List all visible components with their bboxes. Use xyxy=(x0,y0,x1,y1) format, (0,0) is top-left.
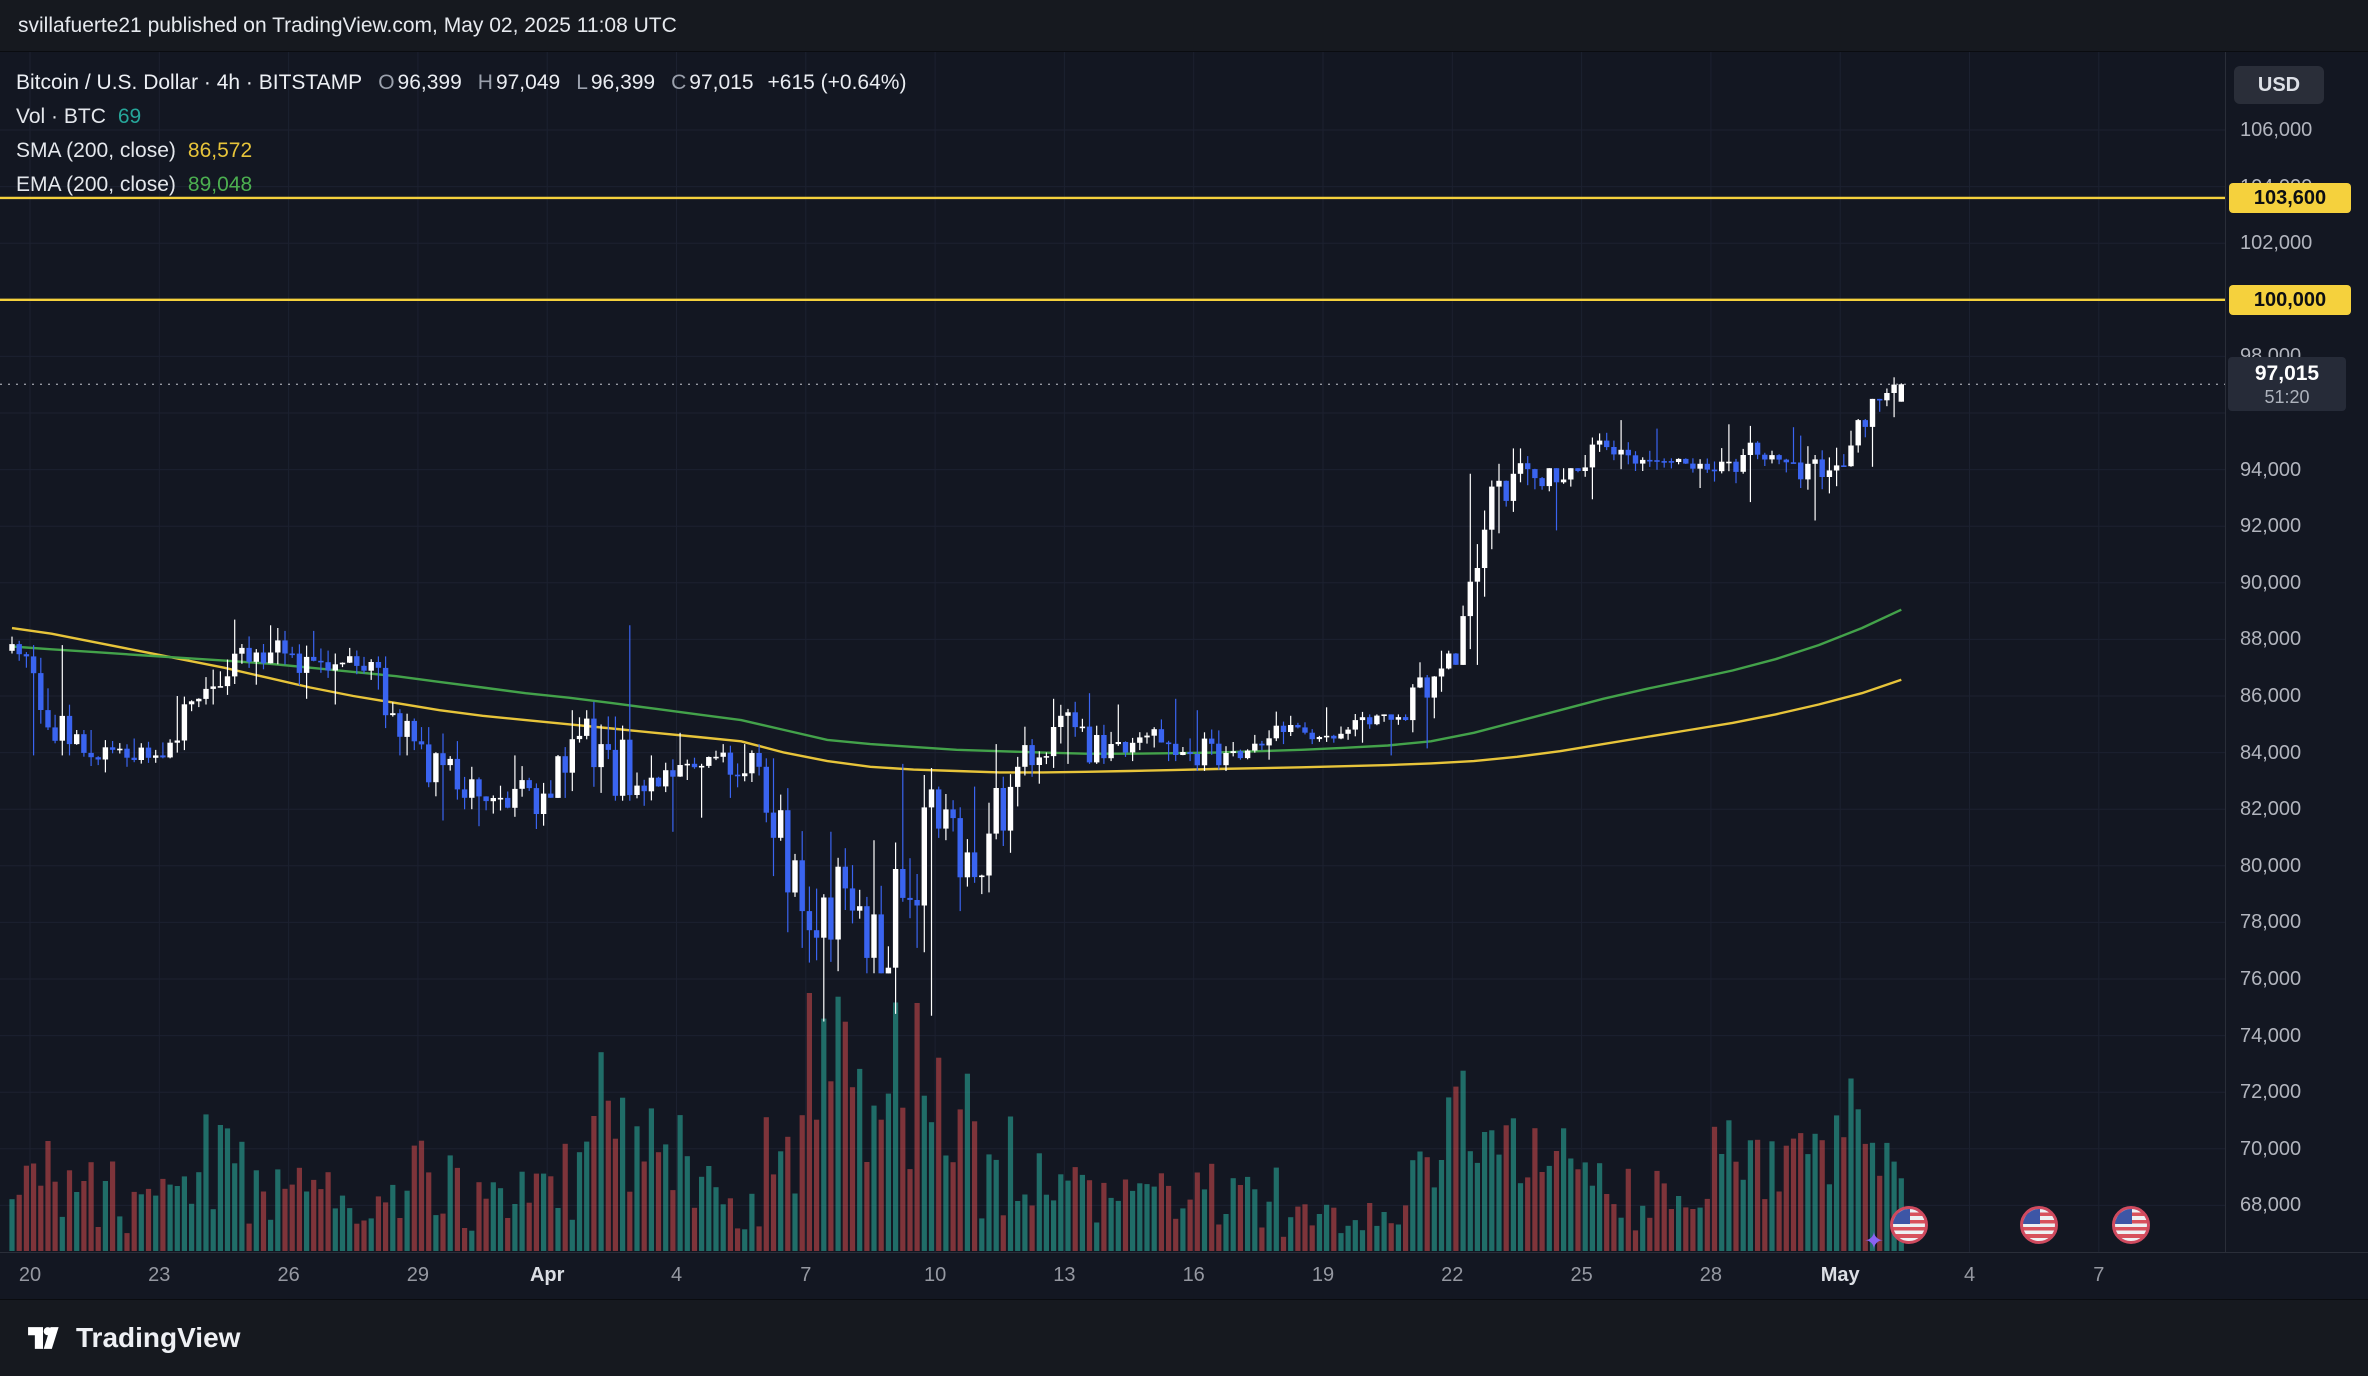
sma-200-line[interactable] xyxy=(11,626,1902,774)
sma-label: SMA (200, close) xyxy=(16,139,176,162)
sma-legend-row[interactable]: SMA (200, close) 86,572 xyxy=(16,134,906,168)
publish-text: svillafuerte21 published on TradingView.… xyxy=(18,13,677,37)
price-axis-separator xyxy=(2225,52,2226,1299)
open-label: O xyxy=(378,71,395,94)
ema-legend-row[interactable]: EMA (200, close) 89,048 xyxy=(16,168,906,202)
price-axis-label: 94,000 xyxy=(2240,458,2302,481)
price-axis-label: 74,000 xyxy=(2240,1024,2302,1047)
candlestick-chart xyxy=(0,52,2225,1252)
currency-button[interactable]: USD xyxy=(2234,66,2324,104)
flag-canton xyxy=(2022,1209,2040,1224)
volume-bars xyxy=(9,993,1904,1251)
tradingview-footer: TradingView xyxy=(0,1299,2368,1376)
publish-bar: svillafuerte21 published on TradingView.… xyxy=(0,0,2368,52)
high-value: 97,049 xyxy=(495,71,561,94)
bar-countdown: 51:20 xyxy=(2264,387,2310,408)
level-price-label: 103,600 xyxy=(2229,182,2351,213)
time-axis-label: 29 xyxy=(406,1264,430,1286)
price-axis-label: 76,000 xyxy=(2240,968,2302,990)
last-price-value: 97,015 xyxy=(2254,362,2320,386)
volume-label: Vol · BTC xyxy=(16,105,106,128)
price-axis-label: 88,000 xyxy=(2240,628,2302,651)
flag-canton xyxy=(1893,1209,1911,1224)
ema-200-line[interactable] xyxy=(11,608,1902,755)
time-axis-label: 19 xyxy=(1311,1264,1335,1286)
change-value: +615 (+0.64%) xyxy=(767,71,907,94)
us-flag-event-icon[interactable] xyxy=(1890,1206,1929,1244)
price-axis-label: 84,000 xyxy=(2240,741,2302,764)
candles xyxy=(9,377,1904,1022)
grid-lines xyxy=(0,52,2225,1252)
open-value: 96,399 xyxy=(397,71,462,94)
time-axis-label: 23 xyxy=(148,1264,171,1286)
time-axis-label: 4 xyxy=(670,1264,683,1286)
price-axis-label: 78,000 xyxy=(2240,911,2302,934)
low-label: L xyxy=(576,71,588,94)
price-axis-label: 68,000 xyxy=(2240,1194,2302,1217)
price-axis-label: 106,000 xyxy=(2240,119,2313,141)
volume-legend-row[interactable]: Vol · BTC 69 xyxy=(16,100,906,134)
level-price-label: 100,000 xyxy=(2229,284,2351,315)
moving-averages xyxy=(11,608,1902,774)
time-axis-label: 7 xyxy=(2093,1264,2105,1286)
price-axis-label: 90,000 xyxy=(2240,571,2302,594)
symbol-title[interactable]: Bitcoin / U.S. Dollar · 4h · BITSTAMP xyxy=(16,71,363,94)
time-axis-label: 20 xyxy=(18,1264,42,1286)
close-label: C xyxy=(671,71,687,94)
us-flag-event-icon[interactable] xyxy=(2019,1206,2058,1244)
price-axis-label: 102,000 xyxy=(2240,232,2313,255)
us-flag-event-icon[interactable] xyxy=(2112,1206,2151,1244)
price-axis-label: 80,000 xyxy=(2240,854,2302,877)
close-value: 97,015 xyxy=(689,71,754,94)
sparkle-icon: ✦ xyxy=(1863,1228,1884,1255)
price-axis-label: 70,000 xyxy=(2240,1137,2302,1160)
ema-value: 89,048 xyxy=(187,173,253,196)
price-axis-label: 82,000 xyxy=(2240,798,2302,821)
tradingview-brand[interactable]: TradingView xyxy=(76,1322,241,1353)
flag-canton xyxy=(2115,1209,2133,1224)
time-axis-label: 22 xyxy=(1441,1264,1464,1286)
time-axis-label: Apr xyxy=(529,1264,565,1286)
high-label: H xyxy=(477,71,493,94)
ema-label: EMA (200, close) xyxy=(16,173,176,196)
time-axis[interactable]: 20 23 26 29 Apr 4 7 10 13 16 19 22 25 28 May 4 7 xyxy=(0,1252,2368,1299)
last-price-label: 97,015 51:20 xyxy=(2228,357,2346,412)
time-axis-label: 7 xyxy=(800,1264,812,1286)
price-axis-label: 86,000 xyxy=(2240,685,2302,707)
tradingview-logo-icon xyxy=(28,1327,59,1349)
price-axis-label: 72,000 xyxy=(2240,1081,2302,1104)
volume-value: 69 xyxy=(117,105,142,128)
price-axis[interactable]: USD 68,000 70,000 72,000 74,000 76,000 78,000… xyxy=(2226,52,2368,1252)
time-axis-label: May xyxy=(1820,1264,1860,1286)
low-value: 96,399 xyxy=(590,71,656,94)
price-axis-label: 92,000 xyxy=(2240,515,2302,538)
time-axis-label: 10 xyxy=(923,1264,947,1286)
time-axis-label: 13 xyxy=(1053,1264,1076,1286)
time-axis-label: 25 xyxy=(1570,1264,1593,1286)
time-axis-label: 16 xyxy=(1182,1264,1205,1286)
horizontal-level-lines[interactable] xyxy=(0,196,2225,302)
time-axis-label: 4 xyxy=(1963,1264,1976,1286)
time-axis-label: 28 xyxy=(1699,1264,1723,1286)
time-axis-label: 26 xyxy=(277,1264,300,1286)
sma-value: 86,572 xyxy=(187,139,253,162)
